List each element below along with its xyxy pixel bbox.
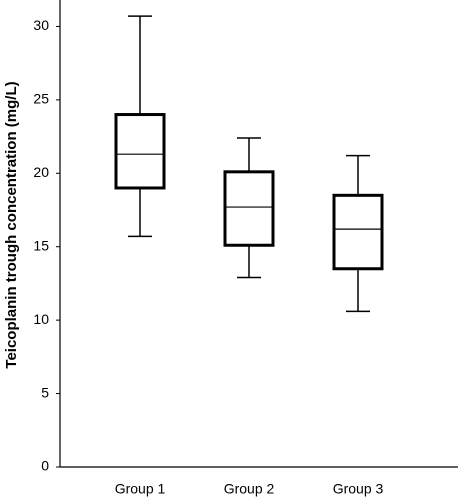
- y-tick-label: 0: [41, 458, 49, 474]
- box: [114, 113, 166, 190]
- y-axis-label: Teicoplanin trough concentration (mg/L): [3, 81, 20, 368]
- y-tick-label: 25: [33, 91, 49, 107]
- y-tick-label: 5: [41, 384, 49, 400]
- y-tick-label: 20: [33, 164, 49, 180]
- x-tick-label: Group 3: [333, 481, 384, 497]
- x-tick-label: Group 1: [115, 481, 166, 497]
- y-tick-label: 30: [33, 17, 49, 33]
- box: [332, 193, 384, 271]
- box: [223, 170, 275, 247]
- y-tick-label: 10: [33, 311, 49, 327]
- x-tick-label: Group 2: [224, 481, 275, 497]
- y-tick-label: 15: [33, 237, 49, 253]
